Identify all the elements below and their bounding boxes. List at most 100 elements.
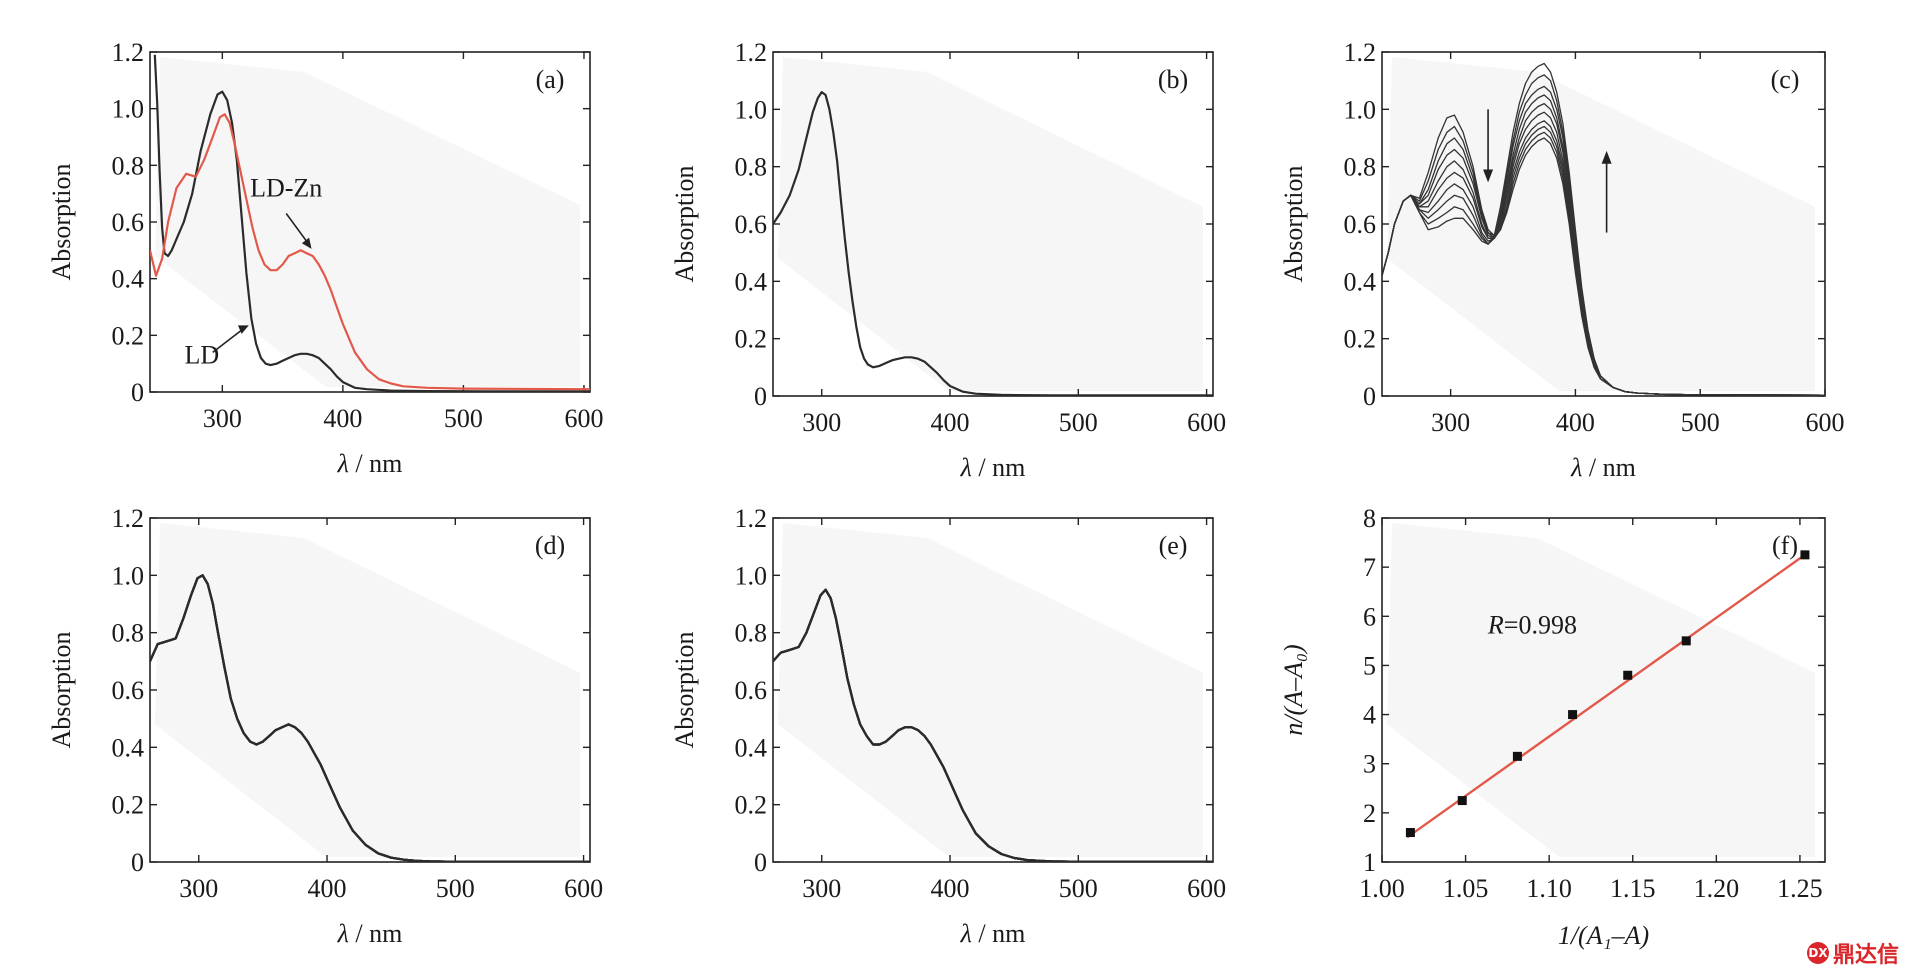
y-tick-label: 1.0 [735,95,768,124]
y-tick-label: 1.0 [735,561,768,590]
x-tick-label: 500 [436,874,475,903]
data-point [1681,636,1691,646]
x-axis-label: λ / nm [960,919,1026,948]
y-tick-label: 0.8 [735,153,768,182]
y-tick-label: 0.4 [112,733,145,762]
watermark-text: 鼎达信 [1832,943,1899,968]
x-tick-label: 300 [802,408,841,437]
x-tick-label: 1.00 [1359,874,1405,903]
x-axis-label: λ / nm [1570,453,1636,482]
x-tick-label: 400 [323,404,362,433]
x-tick-label: 400 [308,874,347,903]
y-tick-label: 1.2 [112,504,145,533]
x-tick-label: 400 [931,408,970,437]
x-tick-label: 400 [931,874,970,903]
series-line-ld [153,54,590,392]
fit-line [1406,551,1809,839]
x-axis-unit: / nm [972,919,1025,948]
y-tick-label: 8 [1363,504,1376,533]
y-axis-label: Absorption [1279,166,1308,283]
y-tick-label: 0.2 [112,321,145,350]
annotation-ld-zn: LD-Zn [250,174,322,203]
series-line-10 [1382,62,1825,396]
data-point [1512,751,1522,761]
data-point [1405,828,1415,838]
y-tick-label: 1.2 [1344,38,1377,67]
r-value: =0.998 [1504,610,1577,639]
y-tick-label: 0.8 [112,151,145,180]
y-tick-label: 6 [1363,602,1376,631]
panel-shadow [155,57,580,387]
x-axis-unit: / nm [972,453,1025,482]
y-axis-label: Absorption [47,632,76,749]
panel-label: (d) [535,531,565,560]
y-tick-label: 1.2 [112,38,145,67]
panel-label: (b) [1158,65,1188,94]
series-line-1 [773,90,1213,396]
x-tick-label: 600 [564,874,603,903]
y-tick-label: 0.8 [1344,153,1377,182]
y-tick-label: 0.6 [112,208,145,237]
y-tick-label: 1 [1363,848,1376,877]
y-tick-label: 1.0 [112,95,145,124]
x-axis-unit: / nm [349,449,402,478]
series-line-5 [150,574,590,862]
data-point [1623,670,1633,680]
y-tick-label: 0.4 [735,267,768,296]
panel-label: (f) [1772,531,1798,560]
y-tick-label: 0.4 [1344,267,1377,296]
x-tick-label: 600 [1187,408,1226,437]
axes-frame [1381,517,1826,863]
x-axis-symbol: λ [960,919,972,948]
panel-c: 0 0.2 0.4 0.6 0.8 1.0 1.2 300 400 500 600 λ / nm Abs… [1279,38,1845,482]
y-tick-label: 2 [1363,799,1376,828]
y-tick-label: 0 [1363,382,1376,411]
x-tick-label: 1.10 [1526,874,1572,903]
y-axis-label: n/(A–A₀) [1279,644,1308,735]
x-tick-label: 500 [1059,874,1098,903]
y-tick-label: 7 [1363,553,1376,582]
y-axis-label: Absorption [670,632,699,749]
x-axis-symbol: λ [960,453,972,482]
y-tick-label: 0.6 [112,676,145,705]
watermark-badge-icon: DX [1806,942,1829,964]
panel-shadow [155,523,580,857]
x-tick-label: 500 [444,404,483,433]
series-line-ld-zn [150,113,590,391]
x-axis-symbol: λ [1570,453,1582,482]
panel-label: (e) [1159,531,1188,560]
arrow-up-icon [1601,150,1612,164]
arrowhead-ld [238,325,249,334]
panel-shadow [1387,57,1815,391]
x-tick-label: 600 [1806,408,1845,437]
arrow-ld [212,327,245,353]
x-axis-symbol: λ [337,449,349,478]
x-axis-unit: / nm [1582,453,1635,482]
y-tick-label: 0 [131,848,144,877]
y-tick-label: 0.2 [112,791,145,820]
y-tick-label: 1.0 [1344,95,1377,124]
y-tick-label: 0.4 [735,733,768,762]
y-tick-label: 0 [131,378,144,407]
x-tick-label: 300 [1431,408,1470,437]
x-axis-label: λ / nm [337,919,403,948]
y-tick-label: 0.4 [112,265,145,294]
x-tick-label: 600 [564,404,603,433]
y-tick-label: 0.8 [735,619,768,648]
panel-shadow [778,57,1203,391]
annotation-r-value: R=0.998 [1487,610,1577,639]
data-point [1457,796,1467,806]
x-tick-label: 1.25 [1777,874,1823,903]
panel-a: 0 0.2 0.4 0.6 0.8 1.0 1.2 300 400 500 600 λ / nm Abs… [47,38,603,478]
panel-label: (a) [536,65,565,94]
y-tick-label: 5 [1363,651,1376,680]
y-tick-label: 1.2 [735,504,768,533]
x-tick-label: 300 [179,874,218,903]
x-tick-label: 300 [802,874,841,903]
y-tick-label: 4 [1363,701,1376,730]
x-axis-label: 1/(A₁–A) [1558,921,1649,950]
series-line-4 [1382,120,1825,396]
arrowhead-ld-zn [301,237,312,249]
x-axis-label: λ / nm [960,453,1026,482]
